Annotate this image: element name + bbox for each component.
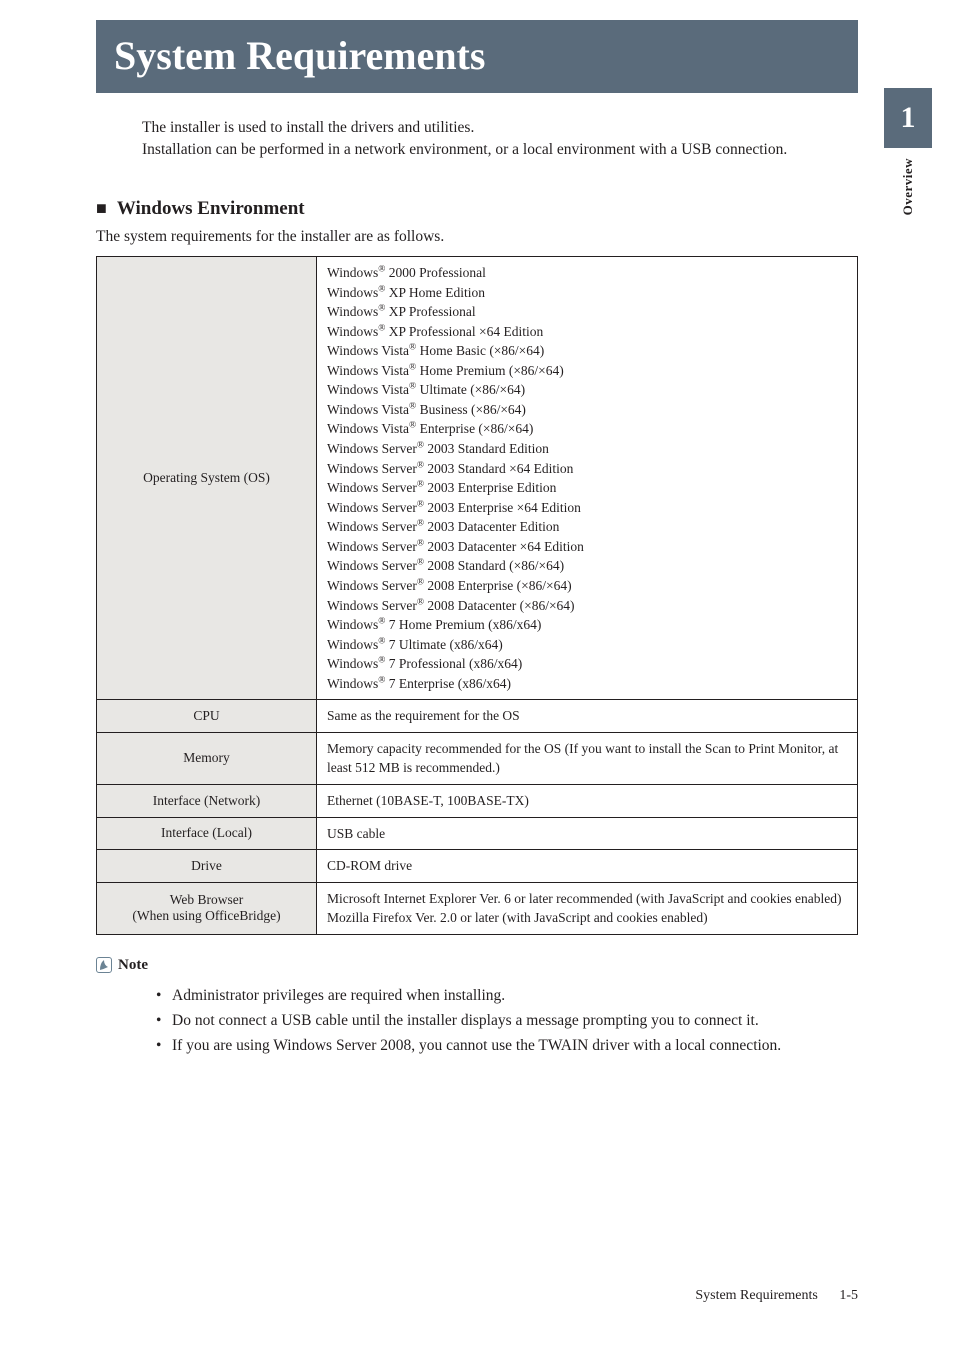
table-row: Web Browser(When using OfficeBridge) Mic… xyxy=(97,882,858,934)
table-row: Operating System (OS) Windows® 2000 Prof… xyxy=(97,256,858,699)
table-label-cpu: CPU xyxy=(97,700,317,733)
table-label-iflocal: Interface (Local) xyxy=(97,817,317,850)
table-row: CPU Same as the requirement for the OS xyxy=(97,700,858,733)
section-heading: ■ Windows Environment xyxy=(96,198,858,220)
table-value-ifnet: Ethernet (10BASE-T, 100BASE-TX) xyxy=(317,785,858,818)
table-label-os: Operating System (OS) xyxy=(97,256,317,699)
side-tab-number: 1 xyxy=(884,88,932,148)
requirements-table: Operating System (OS) Windows® 2000 Prof… xyxy=(96,256,858,935)
page: 1 Overview System Requirements The insta… xyxy=(0,0,954,1348)
table-value-iflocal: USB cable xyxy=(317,817,858,850)
footer-page-number: 1-5 xyxy=(839,1288,858,1303)
table-label-ifnet: Interface (Network) xyxy=(97,785,317,818)
intro-text: The installer is used to install the dri… xyxy=(142,117,858,162)
table-value-cpu: Same as the requirement for the OS xyxy=(317,700,858,733)
footer-title: System Requirements xyxy=(695,1288,818,1303)
note-item: If you are using Windows Server 2008, yo… xyxy=(156,1034,858,1057)
table-label-memory: Memory xyxy=(97,732,317,784)
side-tab-label: Overview xyxy=(900,158,916,215)
note-icon xyxy=(96,957,112,973)
square-bullet-icon: ■ xyxy=(96,198,107,219)
page-title: System Requirements xyxy=(96,20,858,93)
intro-line: The installer is used to install the dri… xyxy=(142,117,858,139)
table-row: Drive CD-ROM drive xyxy=(97,850,858,883)
note-list: Administrator privileges are required wh… xyxy=(156,984,858,1058)
note-item: Administrator privileges are required wh… xyxy=(156,984,858,1007)
table-value-os: Windows® 2000 ProfessionalWindows® XP Ho… xyxy=(317,256,858,699)
table-value-browser: Microsoft Internet Explorer Ver. 6 or la… xyxy=(317,882,858,934)
table-label-browser: Web Browser(When using OfficeBridge) xyxy=(97,882,317,934)
table-value-drive: CD-ROM drive xyxy=(317,850,858,883)
note-heading: Note xyxy=(96,957,858,974)
table-row: Memory Memory capacity recommended for t… xyxy=(97,732,858,784)
note-label: Note xyxy=(118,957,148,974)
table-label-drive: Drive xyxy=(97,850,317,883)
page-footer: System Requirements 1-5 xyxy=(695,1288,858,1304)
table-row: Interface (Network) Ethernet (10BASE-T, … xyxy=(97,785,858,818)
section-description: The system requirements for the installe… xyxy=(96,228,858,246)
table-row: Interface (Local) USB cable xyxy=(97,817,858,850)
intro-line: Installation can be performed in a netwo… xyxy=(142,139,858,161)
side-tab: 1 Overview xyxy=(884,88,932,215)
note-item: Do not connect a USB cable until the ins… xyxy=(156,1009,858,1032)
table-value-memory: Memory capacity recommended for the OS (… xyxy=(317,732,858,784)
section-heading-text: Windows Environment xyxy=(117,198,305,220)
